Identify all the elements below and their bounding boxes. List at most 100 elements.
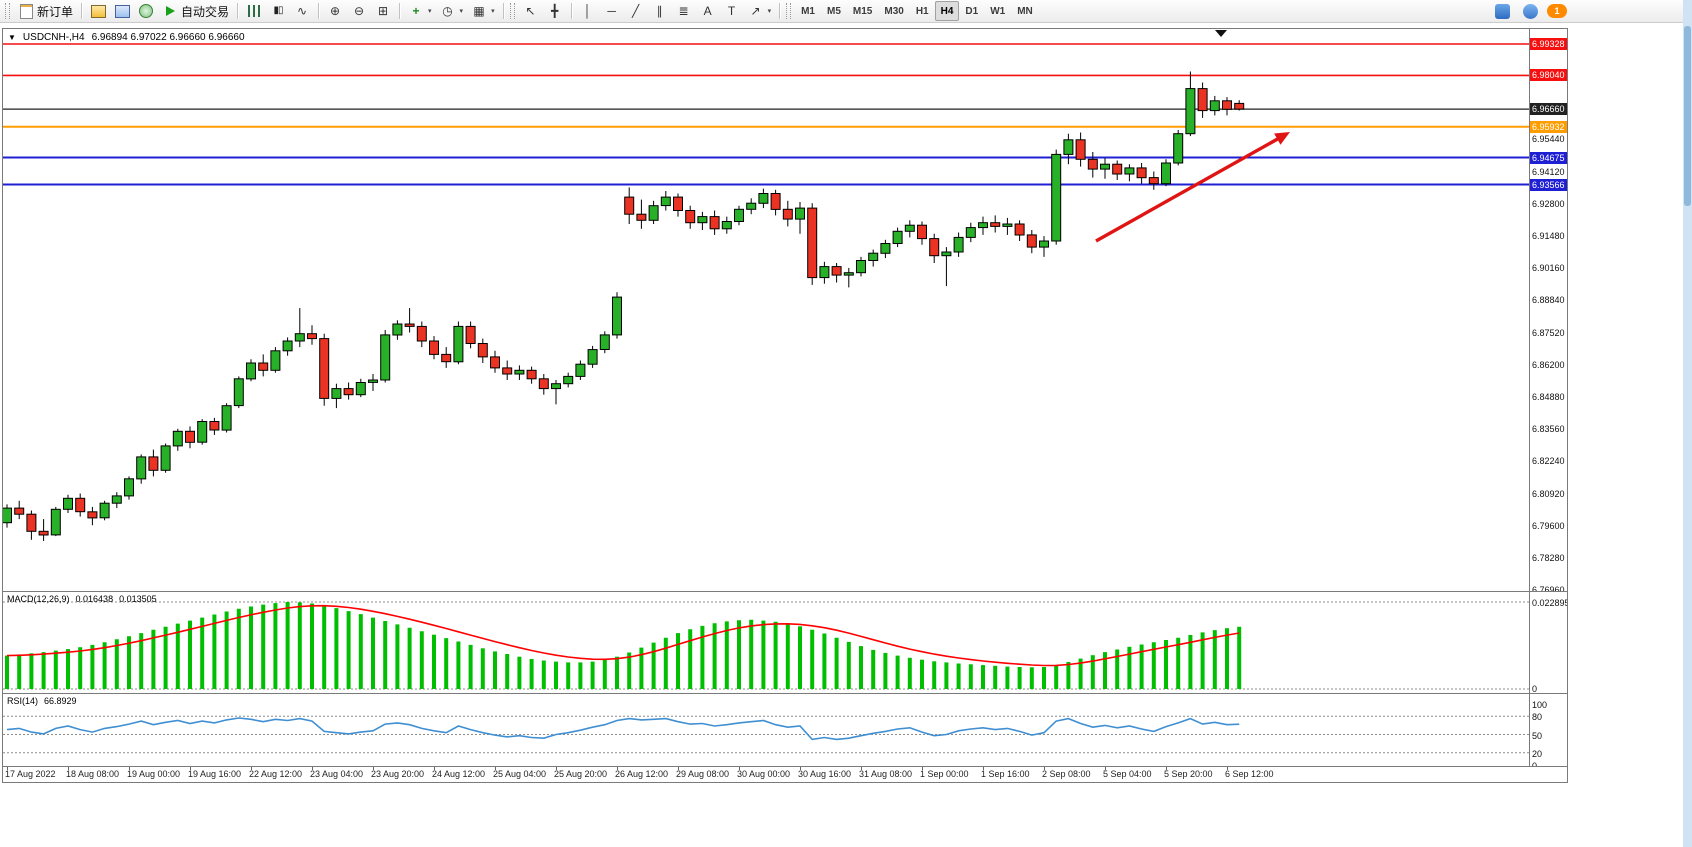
crosshair-icon: ╋ [550,4,559,18]
rsi-value: 66.8929 [44,696,77,706]
trend-arrow-head [1274,132,1290,145]
price-tick-label: 6.79600 [1532,520,1565,531]
crosshair-button[interactable]: ╋ [543,1,567,21]
candlestick-icon: ▮▯ [273,5,284,16]
zoom-out-button[interactable]: ⊖ [347,1,371,21]
time-tick [312,767,313,770]
price-plot[interactable]: ▼ USDCNH-,H4 6.96894 6.97022 6.96660 6.9… [3,29,1529,591]
macd-main-value: 0.016438 [75,594,114,604]
time-tick [68,767,69,770]
charts-button[interactable] [86,1,110,21]
notification-count: 1 [1554,6,1560,16]
time-tick [129,767,130,770]
time-tick [1166,767,1167,770]
time-tick [190,767,191,770]
time-tick-label: 5 Sep 04:00 [1103,769,1152,779]
arrows-button[interactable]: ↗ ▾ [744,1,776,21]
time-tick-label: 19 Aug 16:00 [188,769,242,779]
rsi-name: RSI(14) [7,696,39,706]
auto-trading-button[interactable]: 自动交易 [158,1,233,21]
dropdown-caret-icon: ▾ [459,8,464,15]
bar-chart-button[interactable] [242,1,266,21]
fibonacci-button[interactable]: ≣ [672,1,696,21]
timeframe-m30-button[interactable]: M30 [878,1,909,21]
timeframe-w1-button[interactable]: W1 [984,1,1011,21]
new-order-button[interactable]: 新订单 [14,1,77,21]
time-tick-label: 31 Aug 08:00 [859,769,913,779]
candlestick-chart-button[interactable]: ▮▯ [266,1,290,21]
macd-max-label: 0.022895 [1532,598,1567,608]
timeframe-m5-button[interactable]: M5 [821,1,847,21]
toolbar-separator [81,3,83,19]
time-tick-label: 25 Aug 04:00 [493,769,547,779]
expert-advisors-button[interactable] [134,1,158,21]
tile-windows-button[interactable]: ⊞ [371,1,395,21]
time-tick-label: 18 Aug 08:00 [66,769,120,779]
price-tick-label: 6.80920 [1532,488,1565,499]
timeframe-m1-button[interactable]: M1 [795,1,821,21]
dropdown-caret-icon: ▾ [491,8,495,15]
price-chart-canvas[interactable] [3,29,1529,591]
timeframe-d1-button[interactable]: D1 [959,1,984,21]
time-tick [7,767,8,770]
tile-windows-icon: ⊞ [378,4,389,18]
time-tick-label: 23 Aug 20:00 [371,769,425,779]
time-tick-label: 6 Sep 12:00 [1225,769,1274,779]
time-tick [1044,767,1045,770]
trend-arrow-annotation [1095,134,1284,243]
text-button[interactable]: A [696,1,720,21]
channel-button[interactable]: ∥ [648,1,672,21]
timeframe-mn-button[interactable]: MN [1011,1,1039,21]
one-click-trading-toggle-icon[interactable]: ▼ [8,33,16,42]
time-tick-label: 30 Aug 00:00 [737,769,791,779]
trendline-button[interactable]: ╱ [624,1,648,21]
community-button[interactable] [1491,1,1514,21]
toolbar-separator [502,3,504,19]
time-tick [495,767,496,770]
zoom-in-button[interactable]: ⊕ [323,1,347,21]
chart-window: ▼ USDCNH-,H4 6.96894 6.97022 6.96660 6.9… [2,28,1568,783]
time-axis[interactable]: 17 Aug 2022 18 Aug 08:00 19 Aug 00:00 19 Au… [3,766,1567,782]
line-chart-button[interactable]: ∿ [290,1,314,21]
indicators-button[interactable]: + ▾ [404,1,436,21]
macd-zero-label: 0 [1532,684,1538,693]
price-axis[interactable]: 6.95440 6.94120 6.92800 6.91480 6.90160 6.888… [1529,29,1567,591]
messages-button[interactable] [1519,1,1542,21]
zoom-in-icon: ⊕ [330,4,341,18]
timeframe-m15-button[interactable]: M15 [847,1,878,21]
price-tick-label: 6.82240 [1532,456,1565,467]
indicators-plus-icon: + [412,4,420,18]
profiles-button[interactable] [110,1,134,21]
notification-badge[interactable]: 1 [1547,4,1567,18]
price-tick-label: 6.87520 [1532,327,1565,338]
rsi-level-label: 100 [1532,700,1548,710]
toolbar-grip [5,3,10,19]
arrow-object-icon: ↗ [750,4,761,18]
scrollbar-thumb[interactable] [1684,26,1691,206]
rsi-axis[interactable]: 100 80 50 20 0 [1529,694,1567,766]
ohlc-values: 6.96894 6.97022 6.96660 6.96660 [91,32,245,43]
text-label-button[interactable]: T [720,1,744,21]
time-tick [861,767,862,770]
time-tick [1105,767,1106,770]
vertical-scrollbar[interactable] [1683,0,1692,847]
rsi-chart-canvas[interactable] [3,694,1529,766]
macd-axis[interactable]: 0.022895 0 [1529,592,1567,693]
horizontal-line-button[interactable]: ─ [600,1,624,21]
vertical-line-button[interactable]: │ [576,1,600,21]
macd-chart-canvas[interactable] [3,592,1529,693]
time-tick [617,767,618,770]
rsi-level-label: 20 [1532,748,1543,759]
periods-button[interactable]: ◷ ▾ [436,1,468,21]
toolbar-right-group: 1 [1491,1,1567,21]
timeframe-h1-button[interactable]: H1 [910,1,935,21]
templates-button[interactable]: ▦ ▾ [467,1,499,21]
timeframe-h4-button[interactable]: H4 [934,1,960,21]
cursor-button[interactable]: ↖ [519,1,543,21]
rsi-plot[interactable]: RSI(14) 66.8929 [3,694,1529,766]
time-tick-label: 2 Sep 08:00 [1042,769,1091,779]
price-level-badge: 6.93566 [1530,178,1567,191]
macd-plot[interactable]: MACD(12,26,9) 0.016438 0.013505 [3,592,1529,693]
macd-name: MACD(12,26,9) [7,594,70,604]
price-tick-label: 6.84880 [1532,391,1565,402]
